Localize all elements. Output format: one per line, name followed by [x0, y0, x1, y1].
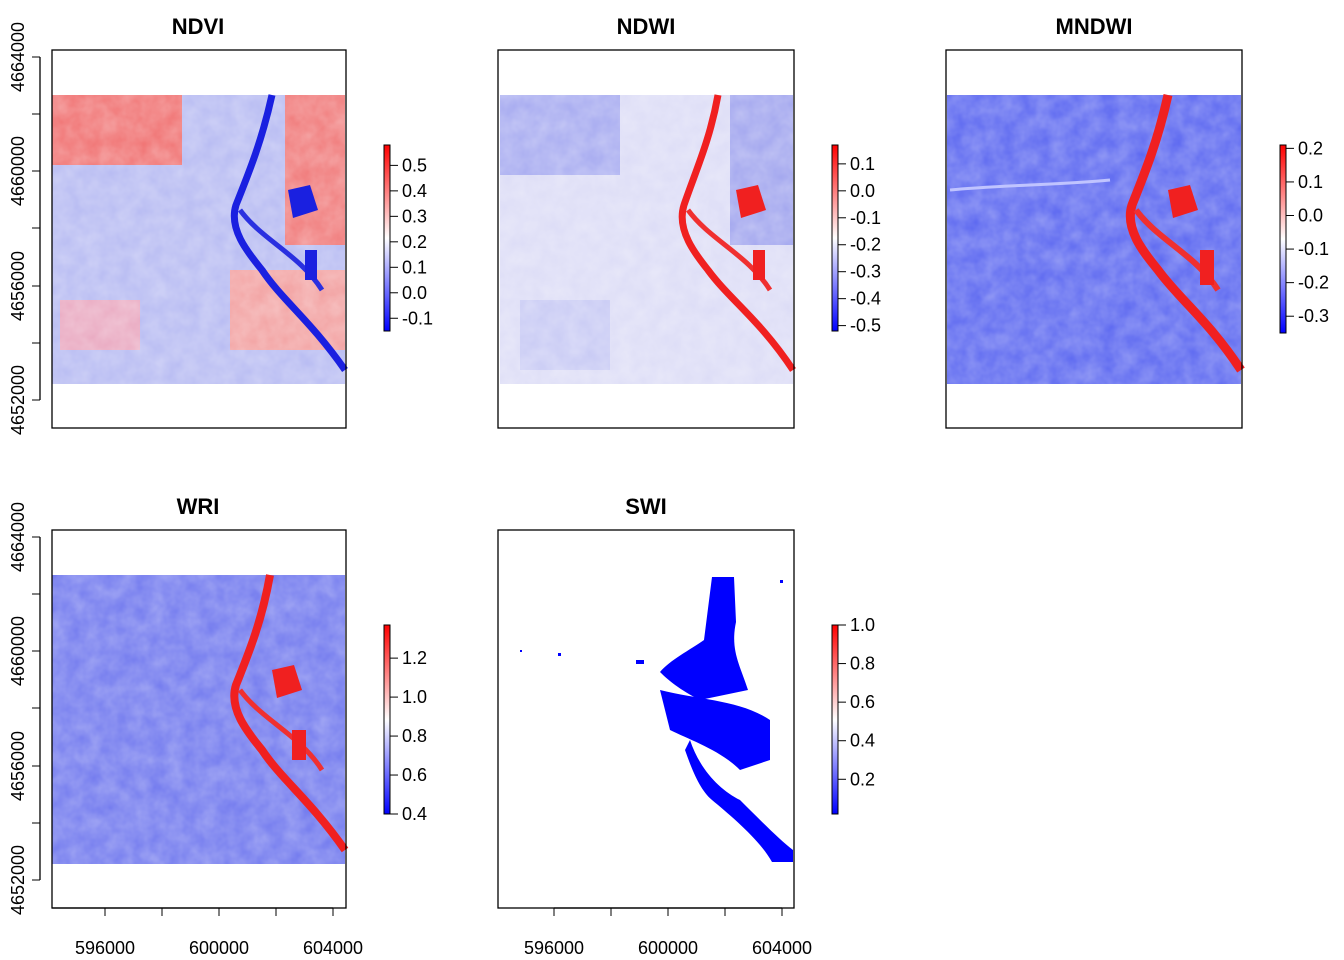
y-tick-label: 4664000 — [8, 502, 28, 572]
y-tick-label: 4652000 — [8, 365, 28, 435]
colorbar-tick-label: 0.4 — [402, 804, 427, 824]
panel-title: NDWI — [617, 14, 676, 39]
colorbar-tick-label: 0.2 — [850, 769, 875, 789]
panel-title: SWI — [625, 494, 667, 519]
raster-map — [520, 577, 793, 862]
colorbar-tick-label: 0.6 — [402, 765, 427, 785]
colorbar-tick-label: 0.4 — [850, 731, 875, 751]
colorbar-tick-label: 0.1 — [850, 154, 875, 174]
colorbar: 0.2 0.4 0.6 0.8 1.0 — [831, 615, 875, 815]
x-tick-label: 604000 — [303, 938, 363, 958]
colorbar-tick-label: 0.0 — [1298, 206, 1323, 226]
panel-mndwi: MNDWI -0.3 -0.2 -0.1 0.0 0.1 0.2 — [945, 14, 1329, 429]
panel-title: MNDWI — [1056, 14, 1133, 39]
colorbar-tick-label: 1.2 — [402, 648, 427, 668]
colorbar-tick-label: 1.0 — [402, 687, 427, 707]
panel-title: WRI — [177, 494, 220, 519]
colorbar-tick-label: -0.1 — [850, 208, 881, 228]
raster-map — [52, 94, 348, 384]
colorbar-tick-label: -0.3 — [1298, 306, 1329, 326]
colorbar-tick-label: 0.0 — [850, 181, 875, 201]
colorbar-tick-label: -0.5 — [850, 316, 881, 336]
colorbar-tick-label: -0.2 — [850, 235, 881, 255]
colorbar-tick-label: -0.3 — [850, 262, 881, 282]
panel-ndvi: NDVI 4652000 4656000 4660000 4 — [8, 14, 433, 435]
plot-frame — [51, 49, 347, 429]
colorbar-tick-label: -0.4 — [850, 289, 881, 309]
panel-title: NDVI — [172, 14, 225, 39]
colorbar: -0.1 0.0 0.1 0.2 0.3 0.4 0.5 — [383, 144, 433, 332]
colorbar-tick-label: 0.8 — [850, 654, 875, 674]
colorbar-tick-label: -0.2 — [1298, 273, 1329, 293]
x-tick-label: 600000 — [189, 938, 249, 958]
plot-frame — [497, 49, 795, 429]
y-axis: 4652000 4656000 4660000 4664000 — [8, 22, 41, 435]
colorbar-tick-label: 0.1 — [402, 257, 427, 277]
y-tick-label: 4652000 — [8, 845, 28, 915]
colorbar-tick-label: -0.1 — [402, 308, 433, 328]
colorbar-tick-label: -0.1 — [1298, 239, 1329, 259]
raster-map — [500, 94, 796, 384]
raster-map — [947, 94, 1245, 384]
colorbar-tick-label: 0.1 — [1298, 172, 1323, 192]
colorbar: 0.4 0.6 0.8 1.0 1.2 — [383, 624, 427, 824]
colorbar-tick-label: 0.4 — [402, 181, 427, 201]
y-tick-label: 4660000 — [8, 616, 28, 686]
x-tick-label: 596000 — [75, 938, 135, 958]
panel-wri: WRI 4652000 4656000 4660000 4664000 — [8, 494, 427, 958]
y-axis: 4652000 4656000 4660000 4664000 — [8, 502, 41, 915]
colorbar-tick-label: 0.6 — [850, 692, 875, 712]
colorbar-tick-label: 0.2 — [1298, 138, 1323, 158]
y-tick-label: 4656000 — [8, 251, 28, 321]
colorbar-tick-label: 0.8 — [402, 726, 427, 746]
y-tick-label: 4664000 — [8, 22, 28, 92]
colorbar-tick-label: 1.0 — [850, 615, 875, 635]
plot-frame — [945, 49, 1243, 429]
raster-map — [52, 574, 349, 864]
x-tick-label: 600000 — [638, 938, 698, 958]
x-tick-label: 596000 — [524, 938, 584, 958]
colorbar-tick-label: 0.3 — [402, 206, 427, 226]
y-tick-label: 4660000 — [8, 136, 28, 206]
x-axis: 596000 600000 604000 — [52, 907, 363, 958]
y-tick-label: 4656000 — [8, 731, 28, 801]
x-tick-label: 604000 — [752, 938, 812, 958]
colorbar: -0.3 -0.2 -0.1 0.0 0.1 0.2 — [1279, 138, 1329, 334]
panel-swi: SWI 596000 600000 604000 0.2 0.4 0.6 0.8 1.0 — [497, 494, 875, 958]
x-axis: 596000 600000 604000 — [524, 907, 812, 958]
panel-ndwi: NDWI -0.5 -0.4 -0.3 -0.2 -0.1 0.0 0.1 — [497, 14, 881, 429]
colorbar-tick-label: 0.2 — [402, 232, 427, 252]
colorbar-tick-label: 0.0 — [402, 283, 427, 303]
colorbar-tick-label: 0.5 — [402, 155, 427, 175]
colorbar: -0.5 -0.4 -0.3 -0.2 -0.1 0.0 0.1 — [831, 144, 881, 336]
